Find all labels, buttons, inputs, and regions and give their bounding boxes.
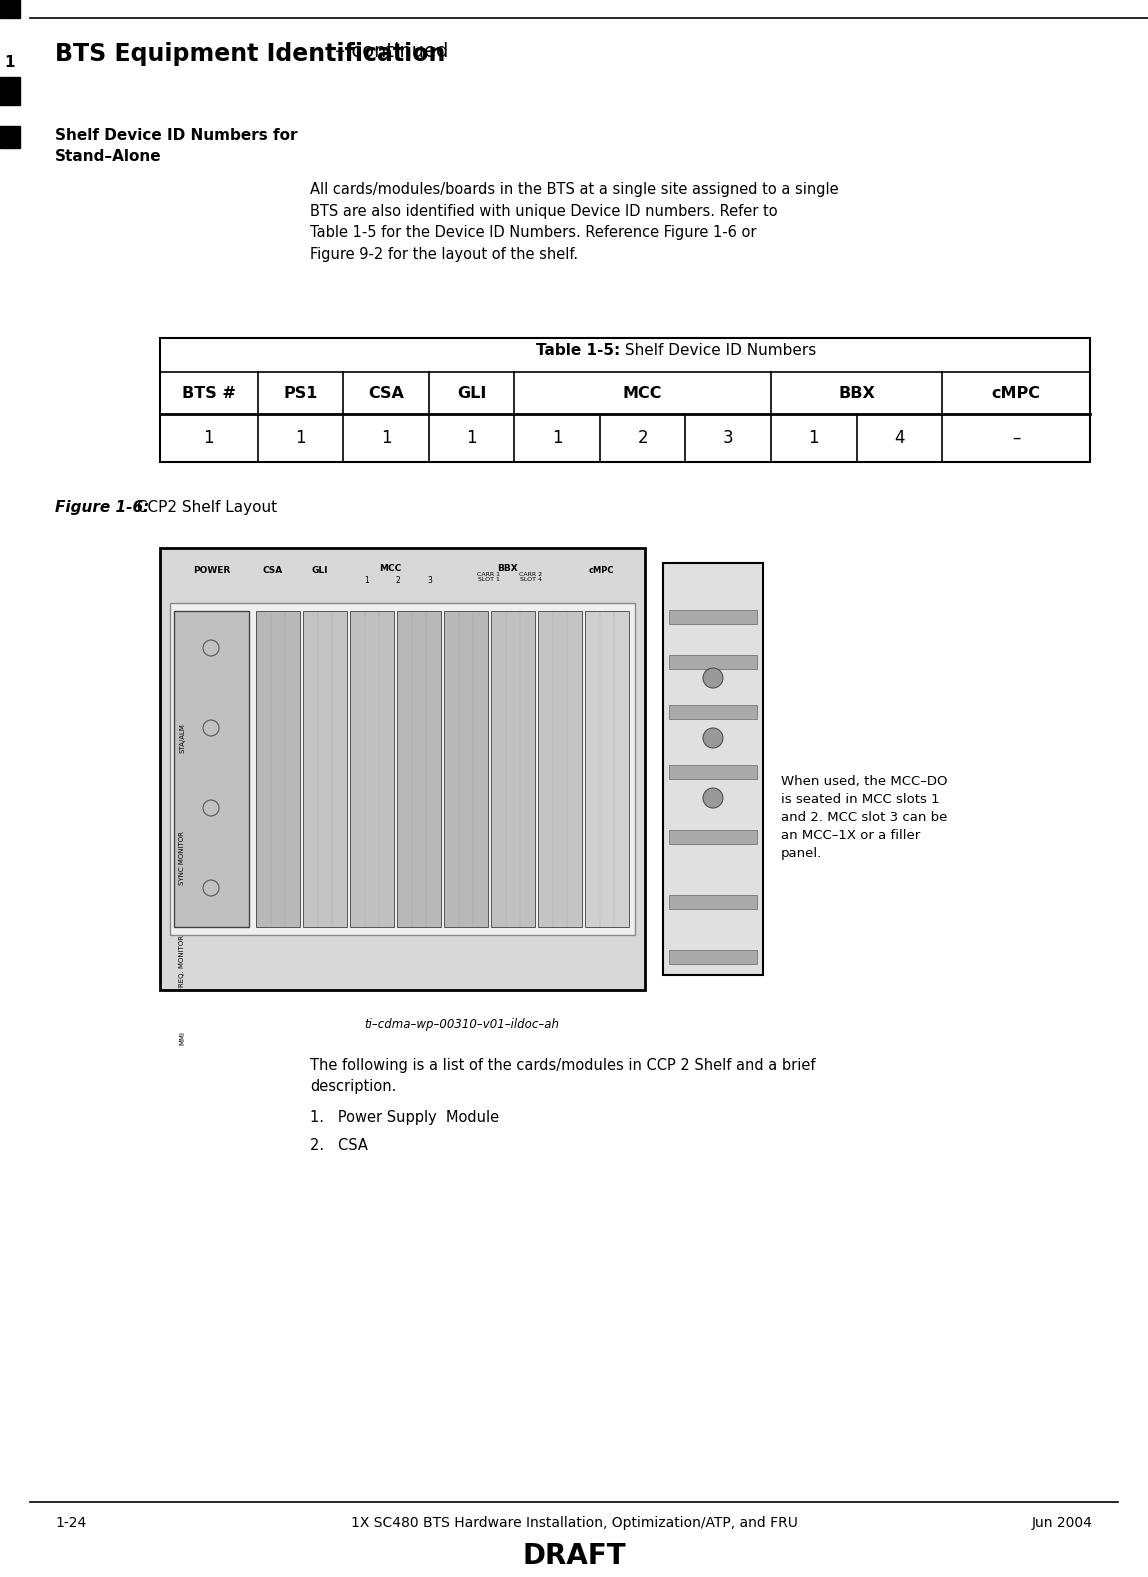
Text: BTS Equipment Identification: BTS Equipment Identification bbox=[55, 43, 445, 66]
Bar bbox=[160, 337, 1089, 462]
Bar bbox=[444, 610, 488, 927]
Bar bbox=[174, 610, 249, 927]
Bar bbox=[538, 610, 582, 927]
Text: POWER: POWER bbox=[193, 566, 230, 576]
Bar bbox=[256, 610, 300, 927]
Text: MCC: MCC bbox=[379, 565, 401, 572]
Text: 3: 3 bbox=[723, 429, 734, 446]
Text: FREQ. MONITOR: FREQ. MONITOR bbox=[179, 935, 185, 990]
Bar bbox=[491, 610, 535, 927]
Text: 1: 1 bbox=[466, 429, 476, 446]
Text: CSA: CSA bbox=[263, 566, 282, 576]
Text: 1: 1 bbox=[203, 429, 215, 446]
Text: CSA: CSA bbox=[369, 385, 404, 401]
Bar bbox=[669, 610, 757, 624]
Text: 2.   CSA: 2. CSA bbox=[310, 1139, 367, 1153]
Text: ti–cdma–wp–00310–v01–ildoc–ah: ti–cdma–wp–00310–v01–ildoc–ah bbox=[364, 1019, 559, 1031]
Bar bbox=[303, 610, 347, 927]
Text: Figure 1-6:: Figure 1-6: bbox=[55, 500, 149, 516]
Text: 1-24: 1-24 bbox=[55, 1515, 86, 1530]
Text: MMI: MMI bbox=[179, 1031, 185, 1046]
Text: 1.   Power Supply  Module: 1. Power Supply Module bbox=[310, 1110, 499, 1124]
Text: 2: 2 bbox=[396, 576, 401, 585]
Text: 2: 2 bbox=[637, 429, 647, 446]
Text: 1: 1 bbox=[808, 429, 820, 446]
Text: Jun 2004: Jun 2004 bbox=[1032, 1515, 1093, 1530]
Bar bbox=[669, 654, 757, 669]
Text: CARR 1
SLOT 1: CARR 1 SLOT 1 bbox=[478, 572, 501, 582]
Text: BTS #: BTS # bbox=[181, 385, 235, 401]
Circle shape bbox=[703, 729, 723, 747]
Text: PS1: PS1 bbox=[284, 385, 318, 401]
Text: cMPC: cMPC bbox=[589, 566, 614, 576]
Bar bbox=[669, 830, 757, 844]
Bar bbox=[585, 610, 629, 927]
Text: 3: 3 bbox=[427, 576, 432, 585]
Bar bbox=[397, 610, 441, 927]
Bar bbox=[170, 602, 635, 935]
Text: DRAFT: DRAFT bbox=[522, 1542, 626, 1571]
Text: Table 1-5:: Table 1-5: bbox=[536, 344, 620, 358]
Text: STA/ALM: STA/ALM bbox=[179, 724, 185, 752]
Text: –: – bbox=[1011, 429, 1021, 446]
Bar bbox=[0, 0, 20, 17]
Circle shape bbox=[703, 788, 723, 807]
Circle shape bbox=[703, 669, 723, 688]
Text: When used, the MCC–DO
is seated in MCC slots 1
and 2. MCC slot 3 can be
an MCC–1: When used, the MCC–DO is seated in MCC s… bbox=[781, 774, 947, 859]
Text: SYNC MONITOR: SYNC MONITOR bbox=[179, 831, 185, 885]
Bar bbox=[669, 765, 757, 779]
Text: 1: 1 bbox=[364, 576, 369, 585]
Bar bbox=[350, 610, 394, 927]
Bar bbox=[669, 705, 757, 719]
Text: GLI: GLI bbox=[311, 566, 327, 576]
Bar bbox=[669, 896, 757, 908]
Text: All cards/modules/boards in the BTS at a single site assigned to a single
BTS ar: All cards/modules/boards in the BTS at a… bbox=[310, 181, 839, 262]
Text: CARR 2
SLOT 4: CARR 2 SLOT 4 bbox=[519, 572, 543, 582]
Text: 1: 1 bbox=[552, 429, 563, 446]
Text: BBX: BBX bbox=[838, 385, 875, 401]
Text: Shelf Device ID Numbers: Shelf Device ID Numbers bbox=[620, 344, 816, 358]
Text: GLI: GLI bbox=[457, 385, 487, 401]
Text: The following is a list of the cards/modules in CCP 2 Shelf and a brief
descript: The following is a list of the cards/mod… bbox=[310, 1058, 815, 1094]
Text: 1: 1 bbox=[5, 55, 15, 69]
Text: 1: 1 bbox=[295, 429, 305, 446]
Text: MCC: MCC bbox=[623, 385, 662, 401]
Text: CCP2 Shelf Layout: CCP2 Shelf Layout bbox=[132, 500, 277, 516]
Bar bbox=[0, 77, 20, 106]
Bar bbox=[0, 126, 20, 148]
Text: BBX: BBX bbox=[497, 565, 518, 572]
Text: 4: 4 bbox=[894, 429, 905, 446]
Bar bbox=[160, 547, 645, 990]
Text: cMPC: cMPC bbox=[992, 385, 1040, 401]
Text: – continued: – continued bbox=[329, 43, 449, 62]
Text: 1: 1 bbox=[381, 429, 391, 446]
Text: 1X SC480 BTS Hardware Installation, Optimization/ATP, and FRU: 1X SC480 BTS Hardware Installation, Opti… bbox=[350, 1515, 798, 1530]
Bar bbox=[664, 563, 763, 975]
Text: Shelf Device ID Numbers for
Stand–Alone: Shelf Device ID Numbers for Stand–Alone bbox=[55, 128, 297, 164]
Bar bbox=[669, 949, 757, 964]
